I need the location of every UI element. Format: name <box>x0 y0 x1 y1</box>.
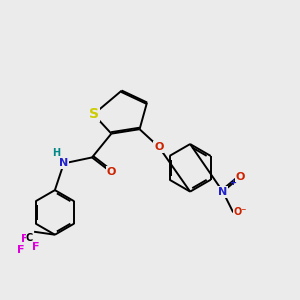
Text: S: S <box>88 107 98 121</box>
Text: F: F <box>32 242 39 252</box>
Text: O: O <box>154 142 164 152</box>
Text: O: O <box>236 172 245 182</box>
Text: +: + <box>230 178 236 187</box>
Text: N: N <box>218 187 227 196</box>
Text: F: F <box>17 245 25 256</box>
Text: O: O <box>107 167 116 177</box>
Text: C: C <box>26 233 33 243</box>
Text: H: H <box>52 148 60 158</box>
Text: N: N <box>59 158 68 168</box>
Text: O⁻: O⁻ <box>234 207 247 218</box>
Text: F: F <box>21 234 29 244</box>
